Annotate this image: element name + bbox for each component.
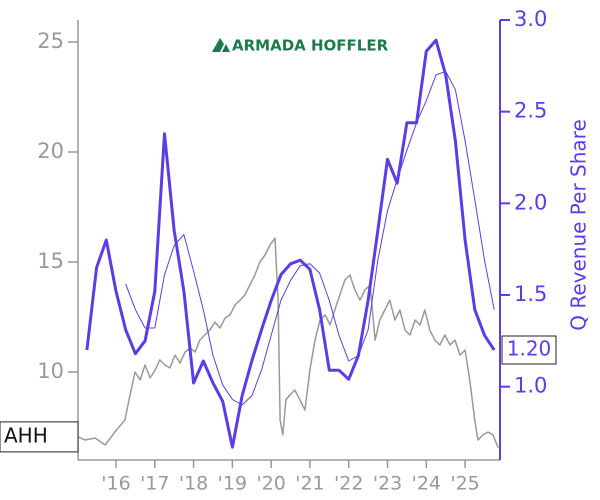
x-tick-label: '23 [373,473,402,495]
x-tick-label: '20 [256,473,285,495]
x-tick-label: '19 [218,473,247,495]
series-line [85,38,496,449]
series-line [77,237,499,449]
series-name-box [0,421,79,453]
series-line [125,70,495,406]
y2-tick-label: 1.5 [514,282,547,306]
logo-text: ARMADA HOFFLER [232,37,389,55]
y-tick-label: 25 [37,29,64,53]
x-tick-label: '22 [334,473,363,495]
value-label: 1.20 [507,337,552,361]
x-tick-label: '21 [295,473,324,495]
y-tick-label: 10 [37,359,64,383]
y2-axis-label: Q Revenue Per Share [567,119,591,331]
series-name: AHH [4,423,48,447]
value-label-box [501,335,557,365]
logo-icon [212,38,230,52]
y2-tick-label: 2.5 [514,99,547,123]
y-tick-label: 15 [37,249,64,273]
y2-tick-label: 3.0 [514,7,547,31]
logo: ARMADA HOFFLER [212,37,389,55]
y2-tick-label: 2.0 [514,190,547,214]
x-tick-label: '24 [412,473,441,495]
x-tick-label: '18 [179,473,208,495]
x-tick-label: '25 [450,473,479,495]
x-tick-label: '16 [101,473,130,495]
y-tick-label: 20 [37,139,64,163]
x-tick-label: '17 [140,473,169,495]
y2-tick-label: 1.0 [514,374,547,398]
